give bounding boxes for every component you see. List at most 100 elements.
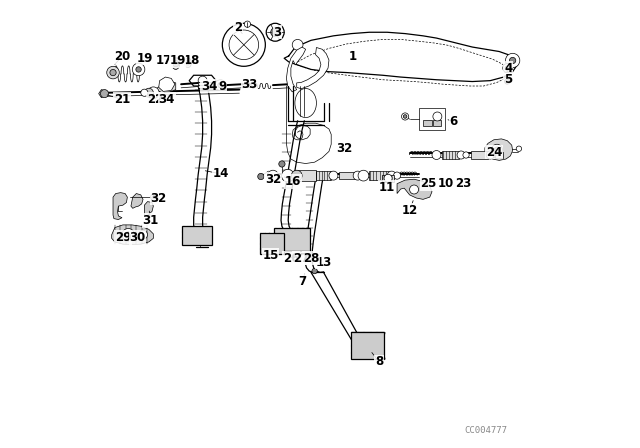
Text: 26: 26 — [283, 251, 299, 265]
Circle shape — [433, 112, 442, 121]
Circle shape — [258, 173, 264, 180]
Text: 32: 32 — [150, 191, 167, 205]
Bar — [316, 171, 332, 180]
Bar — [423, 120, 432, 126]
Text: 33: 33 — [241, 78, 257, 91]
Polygon shape — [297, 47, 329, 89]
Circle shape — [198, 76, 207, 85]
Text: 7: 7 — [298, 275, 306, 288]
Polygon shape — [189, 75, 216, 86]
Text: 23: 23 — [455, 177, 472, 190]
Text: 12: 12 — [401, 204, 418, 217]
Polygon shape — [113, 193, 127, 220]
Circle shape — [387, 171, 396, 180]
Text: 22: 22 — [147, 93, 163, 106]
Circle shape — [505, 66, 509, 70]
Text: 1: 1 — [348, 49, 356, 63]
Text: 27: 27 — [293, 251, 309, 265]
Text: 15: 15 — [262, 249, 279, 262]
Circle shape — [358, 170, 369, 181]
Bar — [275, 228, 310, 251]
Circle shape — [150, 194, 158, 201]
Polygon shape — [131, 194, 143, 208]
Ellipse shape — [172, 58, 180, 69]
Bar — [470, 151, 488, 159]
Circle shape — [145, 88, 154, 97]
Text: 13: 13 — [316, 255, 332, 269]
Text: 28: 28 — [303, 251, 319, 265]
Circle shape — [186, 60, 190, 65]
Bar — [351, 332, 383, 359]
Ellipse shape — [295, 89, 316, 117]
Circle shape — [218, 82, 223, 88]
Bar — [339, 172, 356, 179]
Text: 21: 21 — [114, 93, 130, 106]
Text: 19: 19 — [136, 52, 152, 65]
Circle shape — [504, 79, 510, 84]
Text: 24: 24 — [486, 146, 502, 159]
Circle shape — [463, 152, 469, 158]
Bar — [433, 120, 441, 126]
Text: 11: 11 — [379, 181, 396, 194]
Circle shape — [107, 66, 119, 79]
Text: 19: 19 — [170, 54, 186, 68]
Circle shape — [503, 64, 512, 73]
Circle shape — [292, 39, 303, 50]
Bar — [495, 152, 503, 158]
Polygon shape — [287, 47, 306, 92]
Text: 3: 3 — [273, 26, 282, 39]
Text: 10: 10 — [437, 177, 454, 190]
Circle shape — [329, 171, 338, 180]
Circle shape — [312, 268, 317, 274]
Circle shape — [152, 195, 156, 199]
Text: CC004777: CC004777 — [464, 426, 508, 435]
Circle shape — [110, 69, 116, 76]
Circle shape — [509, 57, 516, 64]
Polygon shape — [485, 139, 513, 160]
Circle shape — [282, 169, 294, 182]
Circle shape — [122, 228, 134, 241]
Circle shape — [100, 90, 109, 98]
Circle shape — [394, 172, 401, 179]
Polygon shape — [159, 77, 175, 91]
Circle shape — [384, 174, 392, 182]
Polygon shape — [397, 179, 432, 199]
Circle shape — [125, 232, 131, 238]
Bar — [294, 170, 316, 181]
Text: 5: 5 — [504, 73, 512, 86]
Text: 17: 17 — [156, 54, 172, 68]
Bar — [182, 226, 212, 245]
Circle shape — [403, 115, 407, 118]
Circle shape — [141, 89, 148, 96]
Circle shape — [136, 67, 141, 72]
Circle shape — [222, 23, 266, 66]
Circle shape — [266, 23, 284, 41]
Circle shape — [432, 151, 441, 159]
Text: 32: 32 — [265, 172, 281, 186]
Polygon shape — [155, 82, 176, 93]
Bar — [369, 171, 389, 180]
Text: 18: 18 — [184, 54, 200, 68]
Circle shape — [147, 87, 159, 99]
Text: 32: 32 — [337, 142, 353, 155]
Circle shape — [410, 185, 419, 194]
Circle shape — [486, 151, 494, 159]
Text: 16: 16 — [285, 175, 301, 188]
Bar — [442, 151, 459, 159]
Bar — [419, 108, 445, 130]
Circle shape — [138, 230, 147, 239]
Circle shape — [353, 171, 362, 180]
Ellipse shape — [184, 58, 191, 68]
Circle shape — [401, 113, 409, 120]
Text: 34: 34 — [159, 93, 175, 106]
Text: 31: 31 — [143, 214, 159, 227]
Circle shape — [215, 80, 226, 90]
Circle shape — [229, 30, 259, 60]
Text: 29: 29 — [115, 231, 131, 244]
Bar — [198, 82, 216, 88]
Bar — [260, 233, 284, 254]
Text: 34: 34 — [201, 79, 217, 93]
Text: 6: 6 — [449, 115, 458, 129]
Circle shape — [516, 146, 522, 151]
Circle shape — [494, 147, 500, 152]
